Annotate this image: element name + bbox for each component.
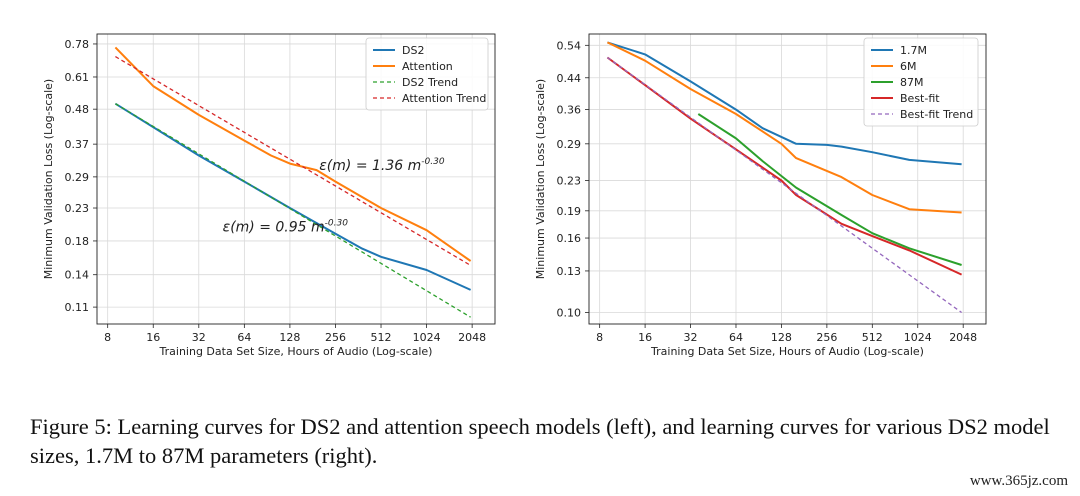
y-tick-label: 0.13 [557, 265, 582, 278]
fit-equation-annotation: ε(m) = 0.95 m-0.30 [223, 219, 349, 236]
series-line-87m [697, 113, 962, 266]
legend: 1.7M 6M 87M Best-fit Best-fit Trend [863, 37, 979, 127]
y-tick-label: 0.29 [557, 138, 582, 151]
x-tick-label: 16 [638, 331, 652, 344]
y-tick-label: 0.37 [65, 138, 90, 151]
series-line-attention-trend [115, 56, 471, 266]
legend-label: Attention Trend [402, 92, 486, 105]
y-tick-label: 0.23 [557, 175, 582, 188]
y-tick-label: 0.14 [65, 269, 90, 282]
series-line-ds2-trend [115, 103, 471, 318]
series-line-best-fit-trend [607, 56, 962, 314]
x-tick-label: 64 [729, 331, 743, 344]
legend-label: Attention [402, 60, 453, 73]
y-tick-label: 0.54 [557, 39, 582, 52]
y-tick-label: 0.19 [557, 205, 582, 218]
plot-frame [96, 33, 496, 325]
x-axis-label: Training Data Set Size, Hours of Audio (… [159, 345, 433, 358]
x-tick-label: 128 [279, 331, 300, 344]
x-tick-label: 2048 [949, 331, 977, 344]
y-tick-label: 0.16 [557, 232, 582, 245]
x-tick-label: 16 [146, 331, 160, 344]
legend-label: Best-fit [900, 92, 940, 105]
y-tick-label: 0.18 [65, 235, 90, 248]
y-tick-label: 0.48 [65, 103, 90, 116]
x-axis-label: Training Data Set Size, Hours of Audio (… [650, 345, 924, 358]
chart-panel-2: 8 16 32 64 128 256 512 1024 2048 0.54 0.44 0.36 0.29… [534, 33, 987, 358]
legend: DS2 Attention DS2 Trend Attention Trend [365, 37, 489, 111]
legend-label: Best-fit Trend [900, 108, 973, 121]
fit-equation-annotation: ε(m) = 1.36 m-0.30 [319, 157, 445, 174]
plot-frame [588, 33, 987, 325]
legend-box [863, 37, 979, 127]
legend-box [365, 37, 489, 111]
watermark: www.365jz.com [969, 473, 1068, 489]
legend-label: 1.7M [900, 44, 927, 57]
x-tick-label: 8 [104, 331, 111, 344]
figure-caption: Figure 5: Learning curves for DS2 and at… [30, 414, 1050, 468]
series-line-6m [606, 41, 962, 214]
x-tick-label: 2048 [458, 331, 486, 344]
x-tick-label: 32 [192, 331, 206, 344]
legend-label: 87M [900, 76, 924, 89]
x-tick-label: 64 [237, 331, 251, 344]
y-tick-label: 0.44 [557, 72, 582, 85]
series-line-ds2 [114, 102, 472, 291]
x-tick-label: 32 [684, 331, 698, 344]
y-axis-label: Minimum Validation Loss (Log-scale) [42, 79, 55, 279]
y-tick-label: 0.61 [65, 71, 90, 84]
y-tick-label: 0.10 [557, 307, 582, 320]
learning-curves-figure: 8 16 32 64 128 256 512 1024 2048 0.78 0.61 0.48 0.37… [42, 33, 987, 358]
x-tick-label: 256 [816, 331, 837, 344]
y-tick-label: 0.78 [65, 38, 90, 51]
x-tick-label: 8 [596, 331, 603, 344]
x-tick-label: 1024 [904, 331, 932, 344]
x-tick-label: 256 [325, 331, 346, 344]
legend-label: DS2 Trend [402, 76, 458, 89]
x-tick-label: 1024 [413, 331, 441, 344]
series-line-1-7m [607, 41, 962, 166]
y-tick-label: 0.23 [65, 202, 90, 215]
y-tick-label: 0.36 [557, 104, 582, 117]
y-axis-label: Minimum Validation Loss (Log-scale) [534, 79, 547, 279]
series-line-best-fit [606, 56, 963, 276]
x-tick-label: 128 [771, 331, 792, 344]
y-tick-label: 0.29 [65, 171, 90, 184]
x-tick-label: 512 [862, 331, 883, 344]
legend-label: 6M [900, 60, 917, 73]
x-tick-label: 512 [371, 331, 392, 344]
legend-label: DS2 [402, 44, 424, 57]
series-line-attention [114, 46, 472, 262]
y-tick-label: 0.11 [65, 301, 90, 314]
chart-panel-1: 8 16 32 64 128 256 512 1024 2048 0.78 0.61 0.48 0.37… [42, 33, 496, 358]
